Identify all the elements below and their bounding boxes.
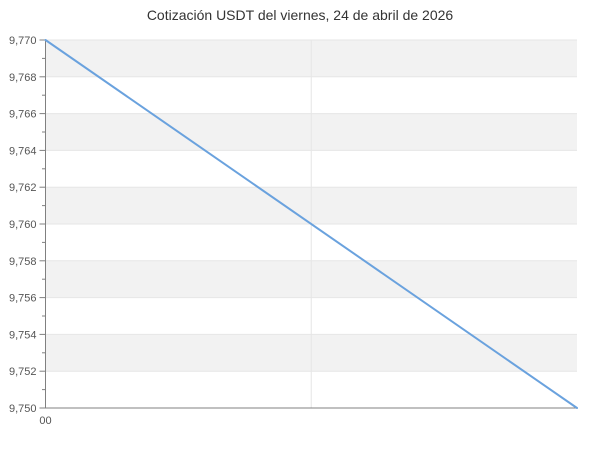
y-tick-label: 9,762: [9, 182, 37, 194]
y-tick-label: 9,766: [9, 109, 37, 121]
y-tick-label: 9,758: [9, 256, 37, 268]
chart-title: Cotización USDT del viernes, 24 de abril…: [146, 7, 454, 23]
y-tick-label: 9,754: [9, 329, 37, 341]
x-axis: 00: [39, 407, 577, 427]
x-tick-label: 00: [39, 415, 51, 427]
y-tick-label: 9,756: [9, 293, 37, 305]
series: [44, 39, 578, 409]
y-tick-label: 9,752: [9, 366, 37, 378]
y-tick-label: 9,768: [9, 72, 37, 84]
y-axis: 9,750 9,752 9,754 9,756 9,758 9,760 9,762 9,764…: [9, 35, 46, 415]
y-tick-label: 9,750: [9, 403, 37, 415]
y-tick-label: 9,760: [9, 219, 37, 231]
y-tick-label: 9,770: [9, 35, 37, 47]
series-line: [44, 39, 578, 409]
y-tick-label: 9,764: [9, 145, 37, 157]
